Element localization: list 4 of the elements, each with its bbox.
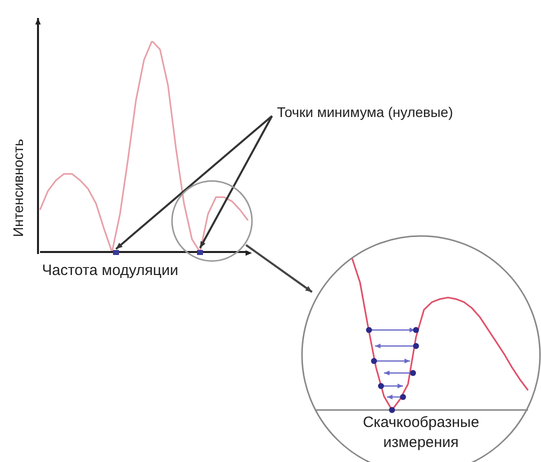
y-axis-title: Интенсивность <box>10 138 26 240</box>
x-axis-title: Частота модуляции <box>42 262 178 279</box>
x-axis-title: Скачкообразные измерения <box>362 413 480 453</box>
text: Точки минимума (нулевые) <box>277 104 453 120</box>
